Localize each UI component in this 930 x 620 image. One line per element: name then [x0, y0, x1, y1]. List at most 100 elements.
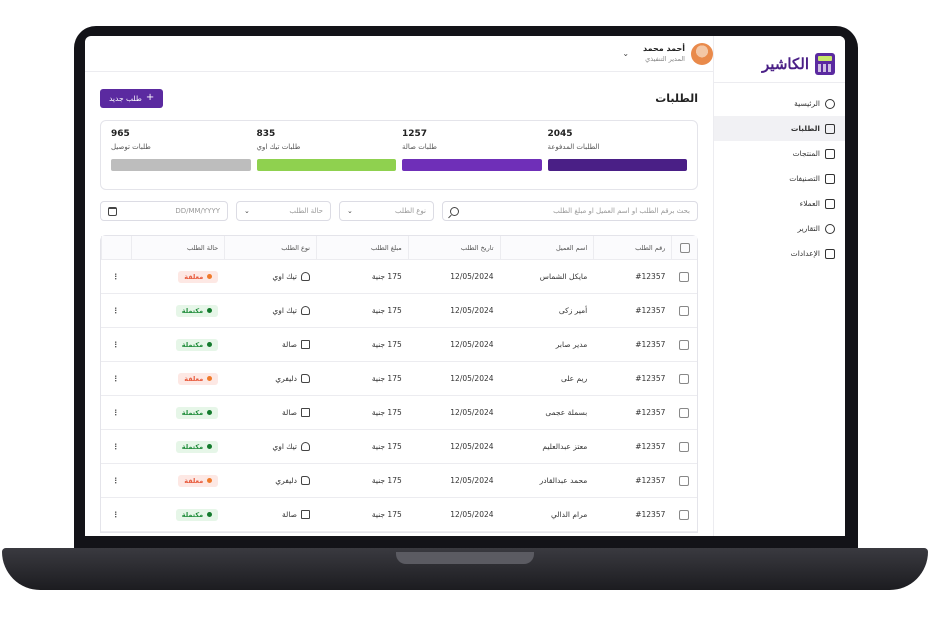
table-row[interactable]: #12357 محمد عبدالقادر 12/05/2024 175 جنية دل… [101, 464, 697, 498]
table-header: رقم الطلب اسم العميل تاريخ الطلب مبلغ ال… [100, 235, 697, 260]
row-checkbox[interactable] [679, 339, 690, 350]
order-number: #12357 [635, 374, 666, 383]
col-number[interactable]: رقم الطلب [593, 235, 671, 260]
row-checkbox[interactable] [679, 271, 690, 282]
home-icon [825, 98, 835, 109]
customer-name: مايكل الشماس [539, 272, 588, 281]
col-type[interactable]: نوع الطلب [224, 235, 316, 260]
row-select-cell [671, 407, 697, 418]
order-number-cell: #12357 [593, 374, 671, 383]
table-row[interactable]: #12357 مايكل الشماس 12/05/2024 175 جنية تيك … [101, 260, 697, 294]
status-badge: معلقة [178, 474, 219, 487]
page-title: الطلبات [655, 91, 698, 105]
brand[interactable]: الكاشير [714, 36, 845, 82]
order-type-label: دليفري [275, 374, 297, 383]
row-checkbox[interactable] [679, 509, 690, 520]
main-content: ⌄ أحمد محمد المدير التنفيذي الطلبات + طل… [85, 36, 713, 536]
col-date[interactable]: تاريخ الطلب [407, 235, 500, 260]
avatar[interactable] [691, 42, 713, 65]
status-label: معلقة [184, 374, 204, 383]
order-amount: 175 جنية [371, 340, 402, 349]
order-type-label: صالة [282, 510, 297, 519]
customer-name: أمير زكى [558, 306, 588, 315]
search-placeholder: بحث برقم الطلب او اسم العميل او مبلغ الط… [553, 207, 690, 215]
order-type: تيك اوي [230, 306, 310, 315]
row-checkbox[interactable] [679, 373, 690, 384]
order-status-select[interactable]: حالة الطلب ⌄ [236, 201, 331, 221]
orders-icon [825, 123, 835, 134]
status-dot [207, 478, 213, 483]
order-type-cell: دليفري [224, 374, 316, 383]
stat-label: طلبات توصيل [111, 143, 151, 151]
order-number-cell: #12357 [593, 510, 671, 519]
table-row[interactable]: #12357 ريم على 12/05/2024 175 جنية دليفري معل… [101, 362, 697, 396]
user-menu[interactable]: ⌄ أحمد محمد المدير التنفيذي [622, 42, 713, 65]
sidebar-item-4[interactable]: العملاء [714, 191, 845, 216]
stat-block: 1257 طلبات صالة [402, 129, 542, 181]
order-type: صالة [230, 510, 310, 519]
new-order-label: طلب جديد [109, 93, 142, 103]
col-customer[interactable]: اسم العميل [499, 235, 594, 260]
more-actions-icon[interactable]: ⋮ [111, 510, 120, 519]
status-badge: مكتملة [175, 304, 219, 317]
date-placeholder: DD/MM/YYYY [175, 207, 220, 215]
more-actions-icon[interactable]: ⋮ [111, 442, 120, 451]
more-actions-icon[interactable]: ⋮ [111, 340, 120, 349]
row-select-cell [671, 475, 697, 486]
order-amount: 175 جنية [371, 442, 402, 451]
order-date: 12/05/2024 [450, 340, 494, 349]
select-all-cell [671, 235, 697, 260]
order-amount: 175 جنية [371, 510, 402, 519]
new-order-button[interactable]: + طلب جديد [100, 88, 164, 108]
order-status-cell: معلقة [131, 372, 225, 385]
order-type-select[interactable]: نوع الطلب ⌄ [339, 201, 434, 221]
status-dot [207, 342, 213, 347]
status-badge: معلقة [178, 372, 219, 385]
more-actions-icon[interactable]: ⋮ [111, 476, 120, 485]
select-all-checkbox[interactable] [679, 242, 690, 253]
col-amount[interactable]: مبلغ الطلب [315, 235, 408, 260]
order-type-cell: صالة [224, 510, 316, 519]
more-actions-icon[interactable]: ⋮ [111, 408, 120, 417]
row-checkbox[interactable] [679, 441, 690, 452]
sidebar-item-label: العملاء [799, 199, 820, 208]
more-actions-icon[interactable]: ⋮ [111, 272, 120, 281]
sidebar-item-0[interactable]: الرئيسية [714, 91, 845, 116]
order-amount: 175 جنية [371, 272, 402, 281]
date-input[interactable]: DD/MM/YYYY [100, 201, 228, 221]
row-checkbox[interactable] [679, 305, 690, 316]
order-number-cell: #12357 [593, 408, 671, 417]
status-dot [207, 444, 213, 449]
order-type: دليفري [230, 374, 310, 383]
more-actions-icon[interactable]: ⋮ [111, 374, 120, 383]
search-input[interactable]: بحث برقم الطلب او اسم العميل او مبلغ الط… [442, 201, 698, 221]
sidebar-item-3[interactable]: التصنيفات [714, 166, 845, 191]
row-checkbox[interactable] [679, 475, 690, 486]
table-row[interactable]: #12357 معتز عبدالعليم 12/05/2024 175 جنية تي… [101, 430, 697, 464]
chevron-down-icon[interactable]: ⌄ [622, 49, 630, 58]
brand-name: الكاشير [762, 56, 809, 73]
table-row[interactable]: #12357 مدير صابر 12/05/2024 175 جنية صالة مكت… [101, 328, 697, 362]
stat-bar [256, 159, 396, 171]
more-actions-icon[interactable]: ⋮ [111, 306, 120, 315]
calendar-icon [108, 206, 117, 216]
table-row[interactable]: #12357 أمير زكى 12/05/2024 175 جنية تيك اوي م… [101, 294, 697, 328]
row-checkbox[interactable] [679, 407, 690, 418]
store-icon [300, 340, 310, 349]
sidebar-item-6[interactable]: الإعدادات [714, 241, 845, 266]
table-row[interactable]: #12357 مرام الدالي 12/05/2024 175 جنية صالة م… [101, 498, 697, 532]
sidebar-item-label: المنتجات [792, 149, 820, 158]
sidebar-item-1[interactable]: الطلبات [714, 116, 845, 141]
order-type: صالة [230, 408, 310, 417]
sidebar-item-2[interactable]: المنتجات [714, 141, 845, 166]
status-badge: مكتملة [175, 338, 219, 351]
status-dot [207, 308, 213, 313]
col-status[interactable]: حالة الطلب [130, 235, 225, 260]
search-icon [450, 206, 459, 216]
order-number: #12357 [635, 442, 666, 451]
table-row[interactable]: #12357 بسملة عجمى 12/05/2024 175 جنية صالة مك… [101, 396, 697, 430]
app-screen: الكاشير الرئيسية الطلبات المنتجات التصنيفات… [85, 36, 845, 536]
order-number: #12357 [635, 510, 666, 519]
sidebar-item-5[interactable]: التقارير [714, 216, 845, 241]
